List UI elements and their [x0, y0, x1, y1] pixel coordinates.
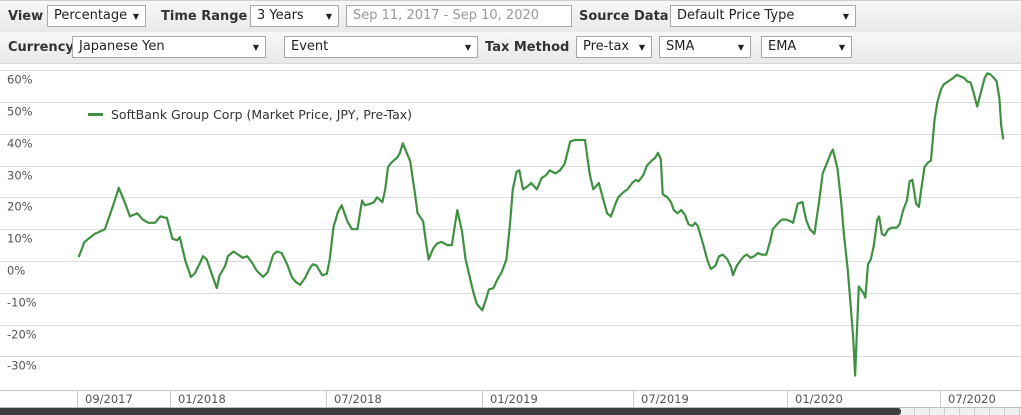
legend-swatch-softbank — [88, 112, 103, 116]
x-axis-label-07/2019: 07/2019 — [641, 392, 689, 406]
chevron-down-icon: ▼ — [464, 43, 471, 52]
currency-label: Currency — [8, 40, 74, 55]
y-axis-label-30: 30% — [7, 169, 33, 183]
view-select-value: Percentage — [54, 8, 128, 23]
chevron-down-icon: ▼ — [325, 12, 332, 21]
sma-select[interactable]: SMA ▼ — [659, 36, 751, 58]
y-axis-label-60: 60% — [7, 73, 33, 87]
tax-method-select-value: Pre-tax — [583, 39, 630, 54]
y-axis-label--20: -20% — [7, 328, 37, 342]
y-axis-label--30: -30% — [7, 359, 37, 373]
y-axis-label--10: -10% — [7, 296, 37, 310]
view-label: View — [8, 9, 44, 24]
chart-horizontal-scrollbar-track[interactable] — [0, 407, 1021, 415]
y-axis-label-0: 0% — [7, 264, 25, 278]
y-axis-label-40: 40% — [7, 137, 33, 151]
currency-select[interactable]: Japanese Yen ▼ — [72, 36, 266, 58]
x-axis-label-09/2017: 09/2017 — [85, 392, 133, 406]
source-data-label: Source Data — [579, 9, 669, 24]
event-select[interactable]: Event ▼ — [284, 36, 478, 58]
source-data-select[interactable]: Default Price Type ▼ — [670, 5, 856, 27]
chart-horizontal-scrollbar-thumb[interactable] — [0, 408, 901, 415]
price-line-softbank — [77, 72, 1005, 377]
toolbar-row-2: Currency Japanese Yen ▼ Event ▼ Tax Meth… — [0, 32, 1021, 64]
chevron-down-icon: ▼ — [638, 43, 645, 52]
chevron-down-icon: ▼ — [252, 43, 259, 52]
tax-method-select[interactable]: Pre-tax ▼ — [576, 36, 652, 58]
time-range-label: Time Range — [161, 9, 248, 24]
y-axis-label-10: 10% — [7, 232, 33, 246]
chevron-down-icon: ▼ — [838, 43, 845, 52]
event-select-value: Event — [291, 39, 329, 54]
date-range-value: Sep 11, 2017 - Sep 10, 2020 — [353, 8, 540, 23]
time-range-select[interactable]: 3 Years ▼ — [250, 5, 339, 27]
x-axis-label-01/2020: 01/2020 — [795, 392, 843, 406]
ema-select-value: EMA — [768, 39, 797, 54]
toolbar-row-1: View Percentage ▼ Time Range 3 Years ▼ S… — [0, 0, 1021, 33]
x-axis-label-01/2019: 01/2019 — [490, 392, 538, 406]
legend: SoftBank Group Corp (Market Price, JPY, … — [88, 106, 413, 122]
chevron-down-icon: ▼ — [842, 12, 849, 21]
chevron-down-icon: ▼ — [132, 12, 139, 21]
y-axis-label-20: 20% — [7, 200, 33, 214]
date-range-input[interactable]: Sep 11, 2017 - Sep 10, 2020 — [346, 5, 572, 27]
y-axis-label-50: 50% — [7, 105, 33, 119]
x-axis-label-07/2020: 07/2020 — [948, 392, 996, 406]
x-axis-label-07/2018: 07/2018 — [334, 392, 382, 406]
chevron-down-icon: ▼ — [737, 43, 744, 52]
currency-select-value: Japanese Yen — [79, 39, 165, 54]
x-axis-label-01/2018: 01/2018 — [178, 392, 226, 406]
view-select[interactable]: Percentage ▼ — [47, 5, 146, 27]
time-range-select-value: 3 Years — [257, 8, 304, 23]
legend-label-softbank: SoftBank Group Corp (Market Price, JPY, … — [111, 106, 413, 122]
sma-select-value: SMA — [666, 39, 695, 54]
ema-select[interactable]: EMA ▼ — [761, 36, 852, 58]
tax-method-label: Tax Method — [485, 40, 570, 55]
source-data-select-value: Default Price Type — [677, 8, 795, 23]
